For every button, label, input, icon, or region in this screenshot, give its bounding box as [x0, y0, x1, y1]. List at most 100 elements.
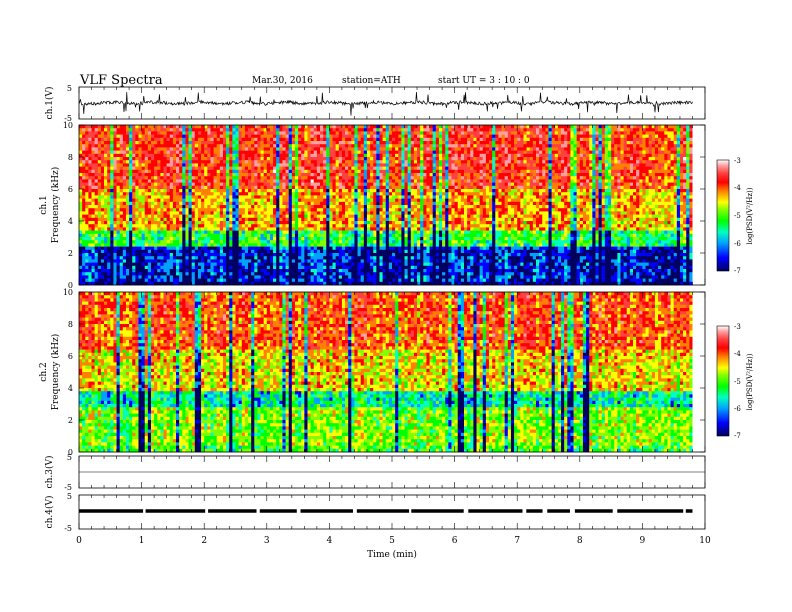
spectrogram-cell [138, 137, 142, 142]
spectrogram-cell [373, 137, 377, 142]
spectrogram-cell [651, 137, 656, 142]
spectrogram-cell [432, 131, 437, 135]
spectrogram-cell [689, 198, 693, 203]
spectrogram-cell [489, 169, 493, 174]
spectrogram-cell [210, 147, 214, 151]
spectrogram-cell [451, 192, 455, 196]
spectrogram-cell [194, 134, 199, 139]
spectrogram-cell [88, 185, 92, 190]
spectrogram-cell [135, 125, 139, 129]
spectrogram-cell [201, 166, 205, 171]
spectrogram-cell [395, 166, 399, 171]
spectrogram-cell [417, 153, 421, 158]
spectrogram-cell [104, 141, 108, 145]
spectrogram-cell [523, 176, 527, 180]
spectrogram-cell [404, 163, 408, 167]
spectrogram-cell [564, 189, 568, 193]
spectrogram-cell [561, 141, 565, 145]
spectrogram-cell [269, 169, 274, 174]
spectrogram-cell [100, 173, 105, 177]
spectrogram-cell [426, 198, 430, 203]
spectrogram-cell [345, 198, 349, 203]
spectrogram-cell [426, 157, 430, 161]
spectrogram-cell [82, 189, 86, 193]
spectrogram-cell [338, 198, 343, 203]
spectrogram-cell [238, 125, 243, 129]
spectrogram-cell [407, 192, 412, 196]
spectrogram-cell [482, 201, 487, 206]
spectrogram-cell [651, 144, 656, 148]
spectrogram-cell [457, 157, 462, 161]
spectrogram-cell [498, 137, 502, 142]
spectrogram-cell [407, 137, 412, 142]
spectrogram-cell [147, 141, 152, 145]
spectrogram-cell [104, 131, 108, 135]
spectrogram-cell [100, 153, 105, 158]
spectrogram-cell [216, 192, 221, 196]
spectrogram-cell [107, 201, 111, 206]
spectrogram-cell [517, 173, 521, 177]
spectrogram-cell [248, 166, 252, 171]
spectrogram-cell [279, 157, 283, 161]
spectrogram-cell [207, 189, 211, 193]
spectrogram-cell [257, 169, 261, 174]
spectrogram-cell [636, 185, 640, 190]
spectrogram-cell [689, 169, 693, 174]
spectrogram-cell [276, 192, 280, 196]
spectrogram-cell [345, 176, 349, 180]
spectrogram-cell [110, 125, 114, 129]
spectrogram-cell [179, 176, 183, 180]
spectrogram-cell [561, 157, 565, 161]
spectrogram-cell [651, 153, 656, 158]
spectrogram-cell [122, 131, 127, 135]
spectrogram-cell [535, 201, 540, 206]
spectrogram-cell [235, 157, 239, 161]
spectrogram-cell [438, 163, 443, 167]
spectrogram-cell [498, 134, 502, 139]
spectrogram-cell [542, 141, 546, 145]
spectrogram-cell [398, 144, 402, 148]
spectrogram-cell [135, 147, 139, 151]
spectrogram-cell [357, 150, 361, 155]
spectrogram-cell [100, 157, 105, 161]
spectrogram-cell [420, 163, 424, 167]
spectrogram-cell [423, 157, 427, 161]
spectrogram-cell [257, 195, 261, 199]
spectrogram-cell [197, 201, 202, 206]
spectrogram-cell [257, 128, 261, 132]
spectrogram-cell [620, 176, 624, 180]
spectrogram-cell [498, 192, 502, 196]
spectrogram-cell [244, 195, 249, 199]
spectrogram-cell [157, 144, 161, 148]
spectrogram-cell [460, 201, 465, 206]
spectrogram-cell [320, 179, 324, 183]
spectrogram-cell [185, 125, 189, 129]
spectrogram-cell [501, 179, 505, 183]
spectrogram-cell [345, 153, 349, 158]
spectrogram-cell [620, 131, 624, 135]
spectrogram-cell [232, 153, 236, 158]
spectrogram-cell [338, 147, 343, 151]
spectrogram-cell [548, 195, 552, 199]
spectrogram-cell [535, 150, 540, 155]
spectrogram-cell [582, 192, 587, 196]
spectrogram-cell [263, 179, 268, 183]
spectrogram-cell [154, 189, 158, 193]
spectrogram-cell [335, 153, 340, 158]
spectrogram-cell [579, 150, 584, 155]
spectrogram-cell [207, 134, 211, 139]
spectrogram-cell [514, 195, 518, 199]
spectrogram-cell [598, 147, 603, 151]
spectrogram-cell [373, 192, 377, 196]
spectrogram-cell [542, 153, 546, 158]
spectrogram-cell [129, 179, 133, 183]
spectrogram-cell [379, 173, 383, 177]
spectrogram-cell [251, 189, 255, 193]
spectrogram-cell [407, 169, 412, 174]
spectrogram-cell [667, 198, 671, 203]
spectrogram-cell [351, 137, 355, 142]
spectrogram-cell [122, 182, 127, 187]
spectrogram-cell [532, 169, 537, 174]
spectrogram-cell [326, 195, 330, 199]
spectrogram-cell [423, 144, 427, 148]
